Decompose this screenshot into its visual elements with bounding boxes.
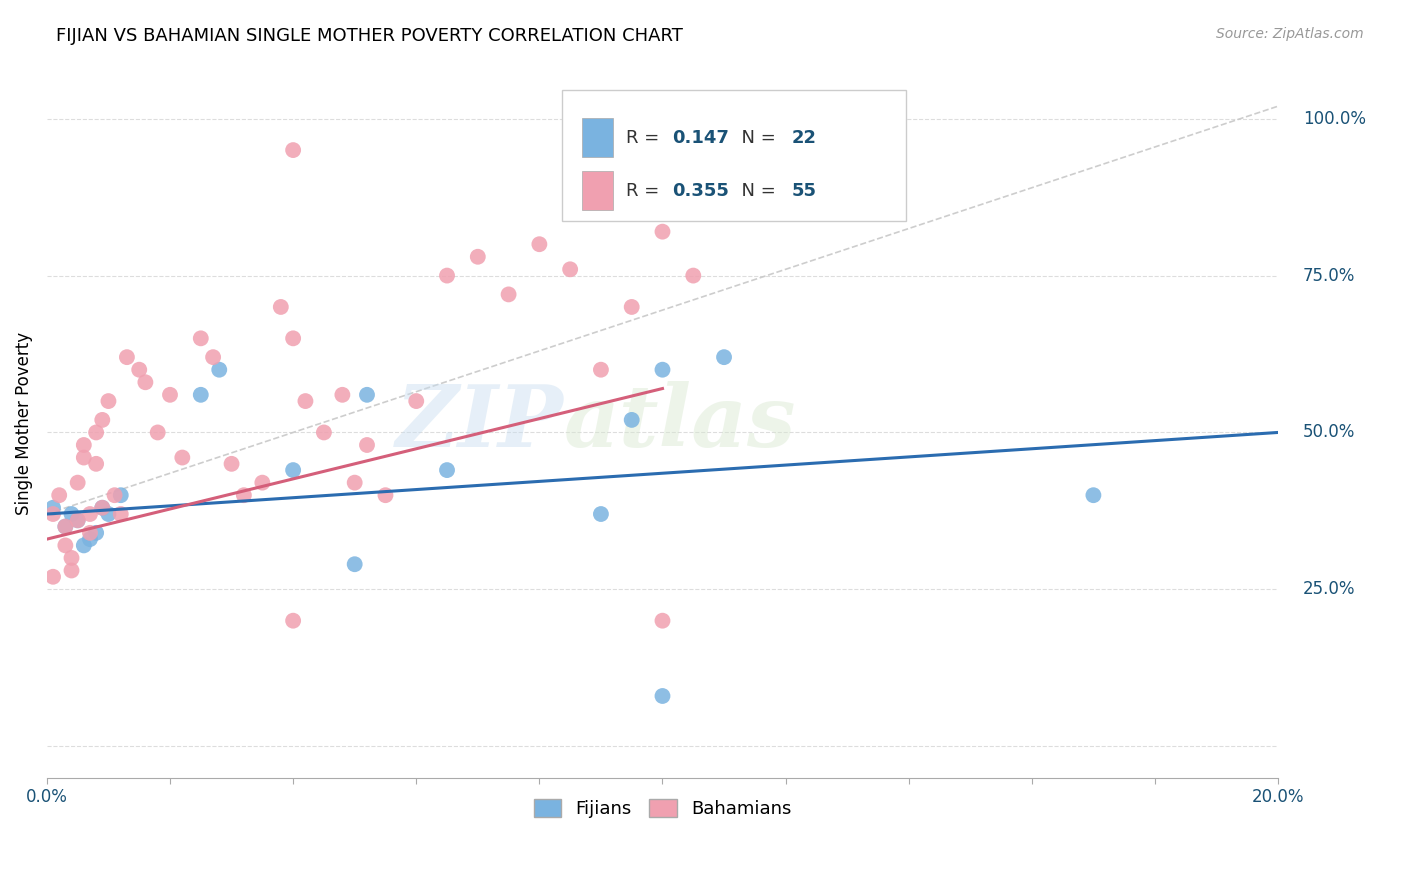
Point	[356, 438, 378, 452]
FancyBboxPatch shape	[561, 90, 907, 221]
Point	[97, 507, 120, 521]
Point	[53, 519, 76, 533]
Point	[1083, 488, 1105, 502]
Point	[42, 500, 65, 515]
Point	[281, 143, 304, 157]
Point	[110, 507, 132, 521]
Point	[190, 388, 212, 402]
Point	[115, 350, 138, 364]
Point	[498, 287, 520, 301]
Point	[73, 538, 96, 552]
Point	[91, 413, 114, 427]
Point	[221, 457, 243, 471]
Point	[60, 564, 83, 578]
Point	[356, 388, 378, 402]
Text: 22: 22	[792, 128, 817, 146]
FancyBboxPatch shape	[582, 171, 613, 211]
Point	[312, 425, 335, 440]
Point	[84, 457, 107, 471]
Point	[79, 525, 101, 540]
Point	[84, 425, 107, 440]
Point	[53, 519, 76, 533]
Point	[73, 438, 96, 452]
Text: 25.0%: 25.0%	[1303, 581, 1355, 599]
Point	[172, 450, 194, 465]
Point	[744, 206, 766, 220]
Point	[79, 507, 101, 521]
Point	[110, 488, 132, 502]
Point	[66, 513, 89, 527]
Point	[374, 488, 396, 502]
Text: Source: ZipAtlas.com: Source: ZipAtlas.com	[1216, 27, 1364, 41]
Point	[159, 388, 181, 402]
Point	[713, 187, 735, 202]
Point	[294, 394, 316, 409]
Point	[66, 475, 89, 490]
Point	[529, 237, 551, 252]
Point	[281, 463, 304, 477]
Text: 100.0%: 100.0%	[1303, 110, 1365, 128]
Point	[343, 558, 366, 572]
Point	[651, 225, 673, 239]
Text: 50.0%: 50.0%	[1303, 424, 1355, 442]
FancyBboxPatch shape	[582, 118, 613, 157]
Point	[620, 413, 643, 427]
Text: 75.0%: 75.0%	[1303, 267, 1355, 285]
Point	[208, 362, 231, 376]
Point	[436, 463, 458, 477]
Point	[713, 350, 735, 364]
Point	[682, 268, 704, 283]
Text: R =: R =	[626, 182, 665, 200]
Point	[79, 532, 101, 546]
Point	[270, 300, 292, 314]
Point	[128, 362, 150, 376]
Point	[620, 300, 643, 314]
Text: 0.147: 0.147	[672, 128, 730, 146]
Point	[146, 425, 169, 440]
Text: 55: 55	[792, 182, 817, 200]
Point	[73, 450, 96, 465]
Text: R =: R =	[626, 128, 665, 146]
Legend: Fijians, Bahamians: Fijians, Bahamians	[526, 791, 799, 825]
Y-axis label: Single Mother Poverty: Single Mother Poverty	[15, 332, 32, 515]
Point	[104, 488, 127, 502]
Point	[190, 331, 212, 345]
Point	[84, 525, 107, 540]
Point	[775, 174, 797, 188]
Point	[91, 500, 114, 515]
Point	[91, 500, 114, 515]
Point	[405, 394, 427, 409]
Point	[467, 250, 489, 264]
Point	[651, 362, 673, 376]
Text: N =: N =	[730, 128, 782, 146]
Point	[232, 488, 254, 502]
Point	[436, 268, 458, 283]
Point	[97, 394, 120, 409]
Point	[589, 362, 612, 376]
Text: ZIP: ZIP	[396, 381, 564, 465]
Text: FIJIAN VS BAHAMIAN SINGLE MOTHER POVERTY CORRELATION CHART: FIJIAN VS BAHAMIAN SINGLE MOTHER POVERTY…	[56, 27, 683, 45]
Point	[589, 507, 612, 521]
Point	[60, 551, 83, 566]
Point	[332, 388, 354, 402]
Point	[651, 689, 673, 703]
Point	[651, 614, 673, 628]
Point	[343, 475, 366, 490]
Point	[560, 262, 582, 277]
Point	[48, 488, 70, 502]
Point	[42, 570, 65, 584]
Point	[281, 614, 304, 628]
Point	[66, 513, 89, 527]
Point	[134, 376, 156, 390]
Point	[252, 475, 274, 490]
Text: atlas: atlas	[564, 381, 796, 465]
Point	[42, 507, 65, 521]
Point	[281, 331, 304, 345]
Point	[53, 538, 76, 552]
Text: N =: N =	[730, 182, 782, 200]
Point	[60, 507, 83, 521]
Point	[202, 350, 225, 364]
Text: 0.355: 0.355	[672, 182, 730, 200]
